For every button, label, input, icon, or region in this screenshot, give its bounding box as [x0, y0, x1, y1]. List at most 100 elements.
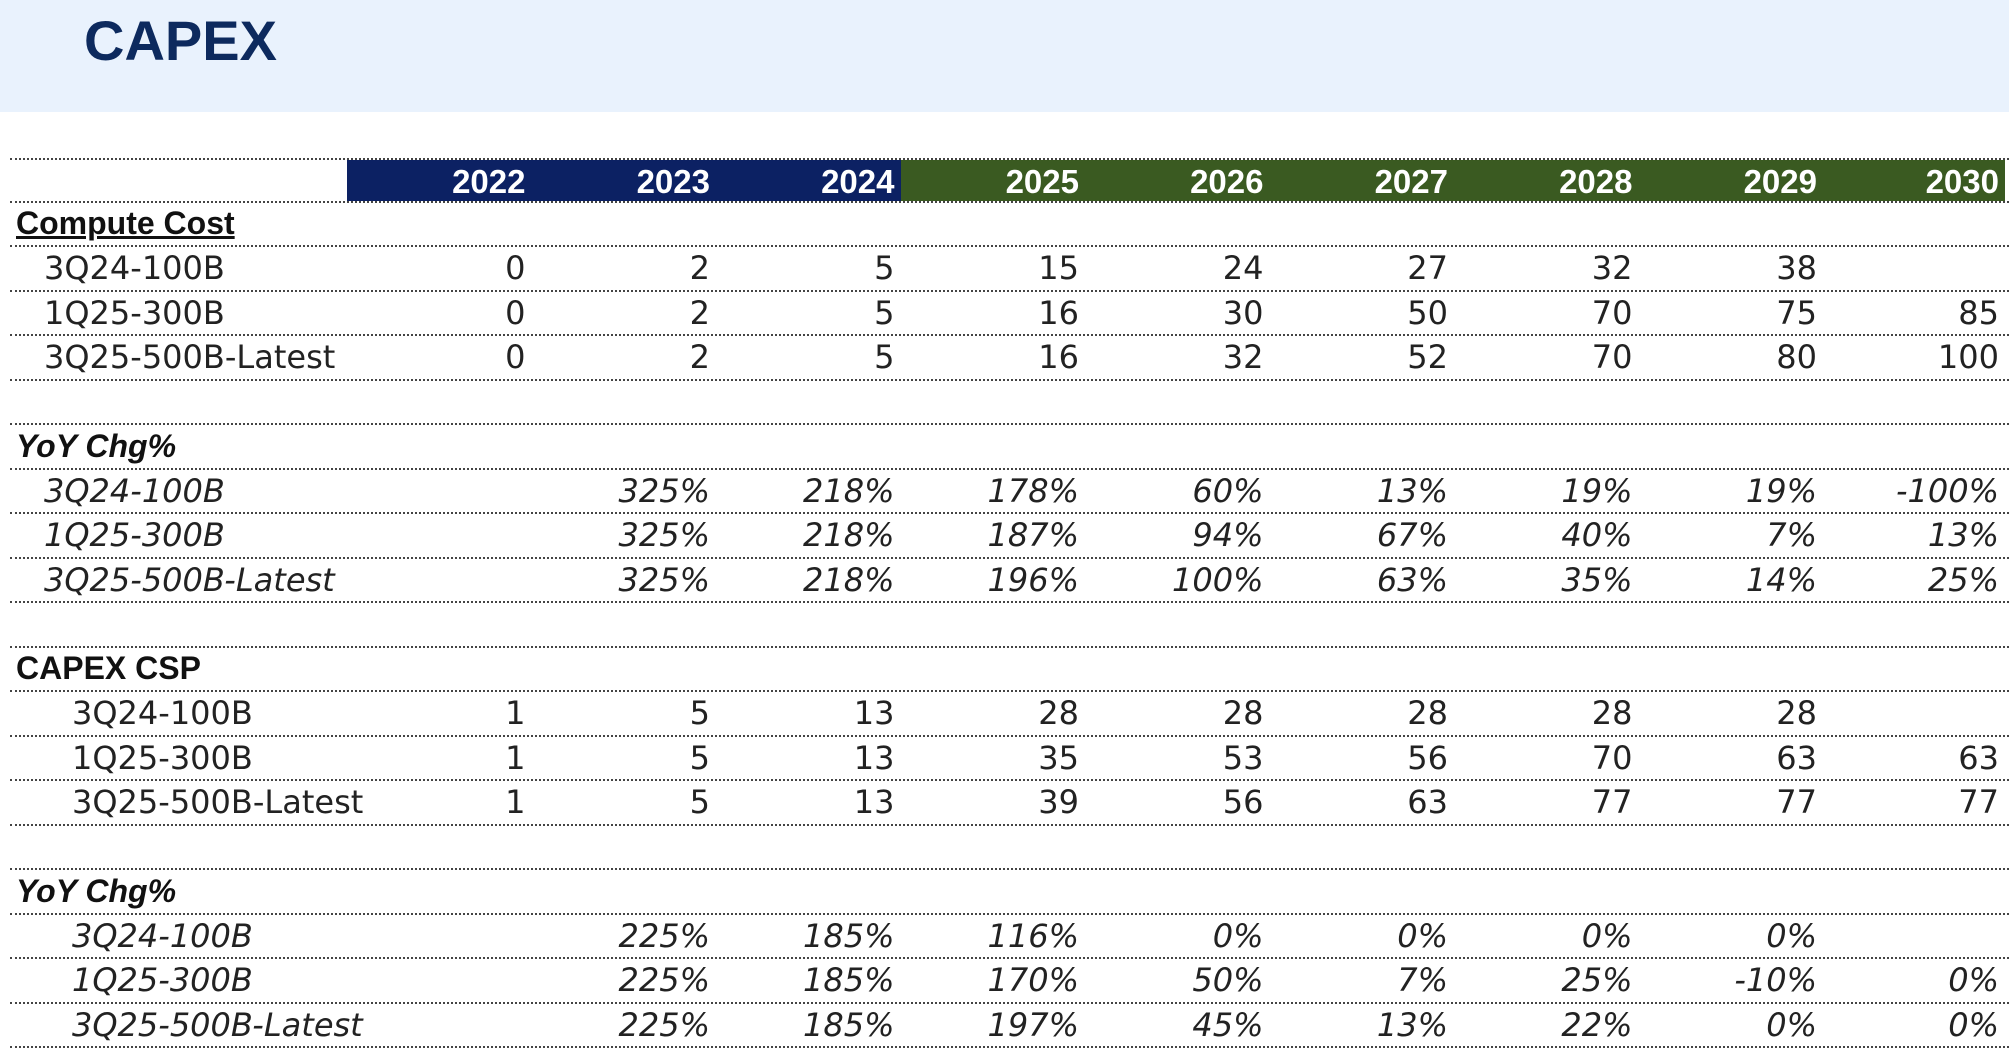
spacer-row: [10, 603, 2009, 648]
row-label: 3Q24-100B: [44, 471, 225, 510]
value-cell-2025: 187%: [987, 516, 1079, 555]
section-title: YoY Chg%: [16, 427, 177, 464]
value-cell-2029: 0%: [1766, 916, 1817, 955]
value-cell-2025: 197%: [987, 1005, 1079, 1044]
value-cell-2024: 13: [853, 738, 895, 777]
value-cell-2024: 218%: [803, 516, 895, 555]
value-cell-2026: 30: [1222, 293, 1264, 332]
value-cell-2024: 13: [853, 783, 895, 822]
table-row: 1Q25-300B 225% 185% 170% 50% 7% 25% -10% 0%: [10, 959, 2009, 1004]
value-cell-2022: 1: [505, 694, 526, 733]
table-row: 3Q25-500B-Latest 325% 218% 196% 100% 63% 35% 14…: [10, 559, 2009, 603]
section-title-row: Compute Cost: [10, 203, 2009, 247]
value-cell-2029: 19%: [1745, 471, 1817, 510]
value-cell-2030: 0%: [1948, 1005, 1999, 1044]
value-cell-2024: 5: [874, 293, 895, 332]
row-label: 1Q25-300B: [72, 738, 253, 777]
value-cell-2025: 35: [1038, 738, 1079, 777]
table-row: 1Q25-300B 0 2 5 16 30 50 70 75 85: [10, 292, 2009, 336]
value-cell-2030: [1823, 915, 2005, 958]
value-cell-2023: 325%: [618, 560, 710, 599]
value-cell-2030: 0%: [1948, 961, 1999, 1000]
value-cell-2022: [347, 559, 532, 602]
value-cell-2022: 1: [505, 783, 526, 822]
table-row: 1Q25-300B 1 5 13 35 53 56 70 63 63: [10, 737, 2009, 781]
value-cell-2023: 5: [689, 694, 710, 733]
value-cell-2024: 185%: [803, 916, 895, 955]
value-cell-2029: -10%: [1734, 961, 1817, 1000]
value-cell-2027: 63%: [1376, 560, 1448, 599]
value-cell-2029: 63: [1776, 738, 1817, 777]
value-cell-2025: 16: [1038, 338, 1079, 377]
value-cell-2023: 2: [689, 249, 710, 288]
row-label: 3Q24-100B: [72, 916, 253, 955]
value-cell-2026: 94%: [1192, 516, 1264, 555]
value-cell-2028: 70: [1591, 338, 1633, 377]
value-cell-2025: 196%: [987, 560, 1079, 599]
value-cell-2022: 0: [505, 249, 526, 288]
value-cell-2025: 28: [1038, 694, 1079, 733]
value-cell-2027: 63: [1407, 783, 1448, 822]
value-cell-2030: -100%: [1895, 471, 1999, 510]
year-header-2025: 2025: [900, 160, 1085, 201]
value-cell-2022: [347, 1004, 532, 1047]
value-cell-2030: 85: [1958, 293, 1999, 332]
year-header-2027: 2027: [1269, 160, 1454, 201]
value-cell-2026: 24: [1222, 249, 1264, 288]
value-cell-2022: 0: [505, 293, 526, 332]
table-row: 3Q24-100B 1 5 13 28 28 28 28 28: [10, 692, 2009, 737]
value-cell-2029: 75: [1776, 293, 1817, 332]
value-cell-2029: 28: [1776, 694, 1817, 733]
value-cell-2026: 53: [1222, 738, 1264, 777]
value-cell-2022: 0: [505, 338, 526, 377]
value-cell-2023: 225%: [618, 1005, 710, 1044]
section-title-row: CAPEX CSP: [10, 648, 2009, 692]
value-cell-2022: [347, 915, 532, 958]
row-label: 3Q25-500B-Latest: [44, 560, 335, 599]
value-cell-2022: [347, 959, 532, 1002]
spacer-row: [10, 826, 2009, 870]
value-cell-2028: 70: [1591, 738, 1633, 777]
table-row: 3Q24-100B 225% 185% 116% 0% 0% 0% 0%: [10, 915, 2009, 959]
value-cell-2028: 32: [1591, 249, 1633, 288]
value-cell-2027: 50: [1407, 293, 1448, 332]
section-title: YoY Chg%: [16, 872, 177, 909]
value-cell-2024: 185%: [803, 961, 895, 1000]
spacer-row: [10, 381, 2009, 425]
value-cell-2025: 178%: [987, 471, 1079, 510]
row-label: 3Q25-500B-Latest: [72, 1005, 363, 1044]
value-cell-2027: 28: [1407, 694, 1448, 733]
year-header-2028: 2028: [1454, 160, 1639, 201]
value-cell-2024: 185%: [803, 1005, 895, 1044]
section-title-row: YoY Chg%: [10, 425, 2009, 470]
value-cell-2029: 14%: [1745, 560, 1817, 599]
value-cell-2030: [1823, 247, 2005, 290]
value-cell-2030: 25%: [1927, 560, 1999, 599]
page-title: CAPEX: [84, 9, 277, 72]
value-cell-2024: 5: [874, 338, 895, 377]
value-cell-2027: 27: [1407, 249, 1448, 288]
value-cell-2029: 38: [1776, 249, 1817, 288]
section-title: Compute Cost: [16, 205, 235, 242]
value-cell-2028: 22%: [1561, 1005, 1633, 1044]
table-row: 3Q24-100B 0 2 5 15 24 27 32 38: [10, 247, 2009, 292]
value-cell-2023: 325%: [618, 471, 710, 510]
value-cell-2026: 60%: [1192, 471, 1264, 510]
value-cell-2028: 35%: [1561, 560, 1633, 599]
value-cell-2024: 13: [853, 694, 895, 733]
value-cell-2028: 0%: [1581, 916, 1633, 955]
value-cell-2027: 13%: [1376, 471, 1448, 510]
value-cell-2029: 80: [1776, 338, 1817, 377]
year-header-2022: 2022: [347, 160, 532, 201]
value-cell-2026: 56: [1222, 783, 1264, 822]
value-cell-2027: 52: [1407, 338, 1448, 377]
value-cell-2023: 225%: [618, 961, 710, 1000]
value-cell-2023: 5: [689, 783, 710, 822]
section-title-row: YoY Chg%: [10, 870, 2009, 915]
value-cell-2026: 45%: [1192, 1005, 1264, 1044]
value-cell-2030: 63: [1958, 738, 1999, 777]
value-cell-2024: 5: [874, 249, 895, 288]
value-cell-2030: 13%: [1927, 516, 1999, 555]
value-cell-2028: 70: [1591, 293, 1633, 332]
value-cell-2023: 225%: [618, 916, 710, 955]
